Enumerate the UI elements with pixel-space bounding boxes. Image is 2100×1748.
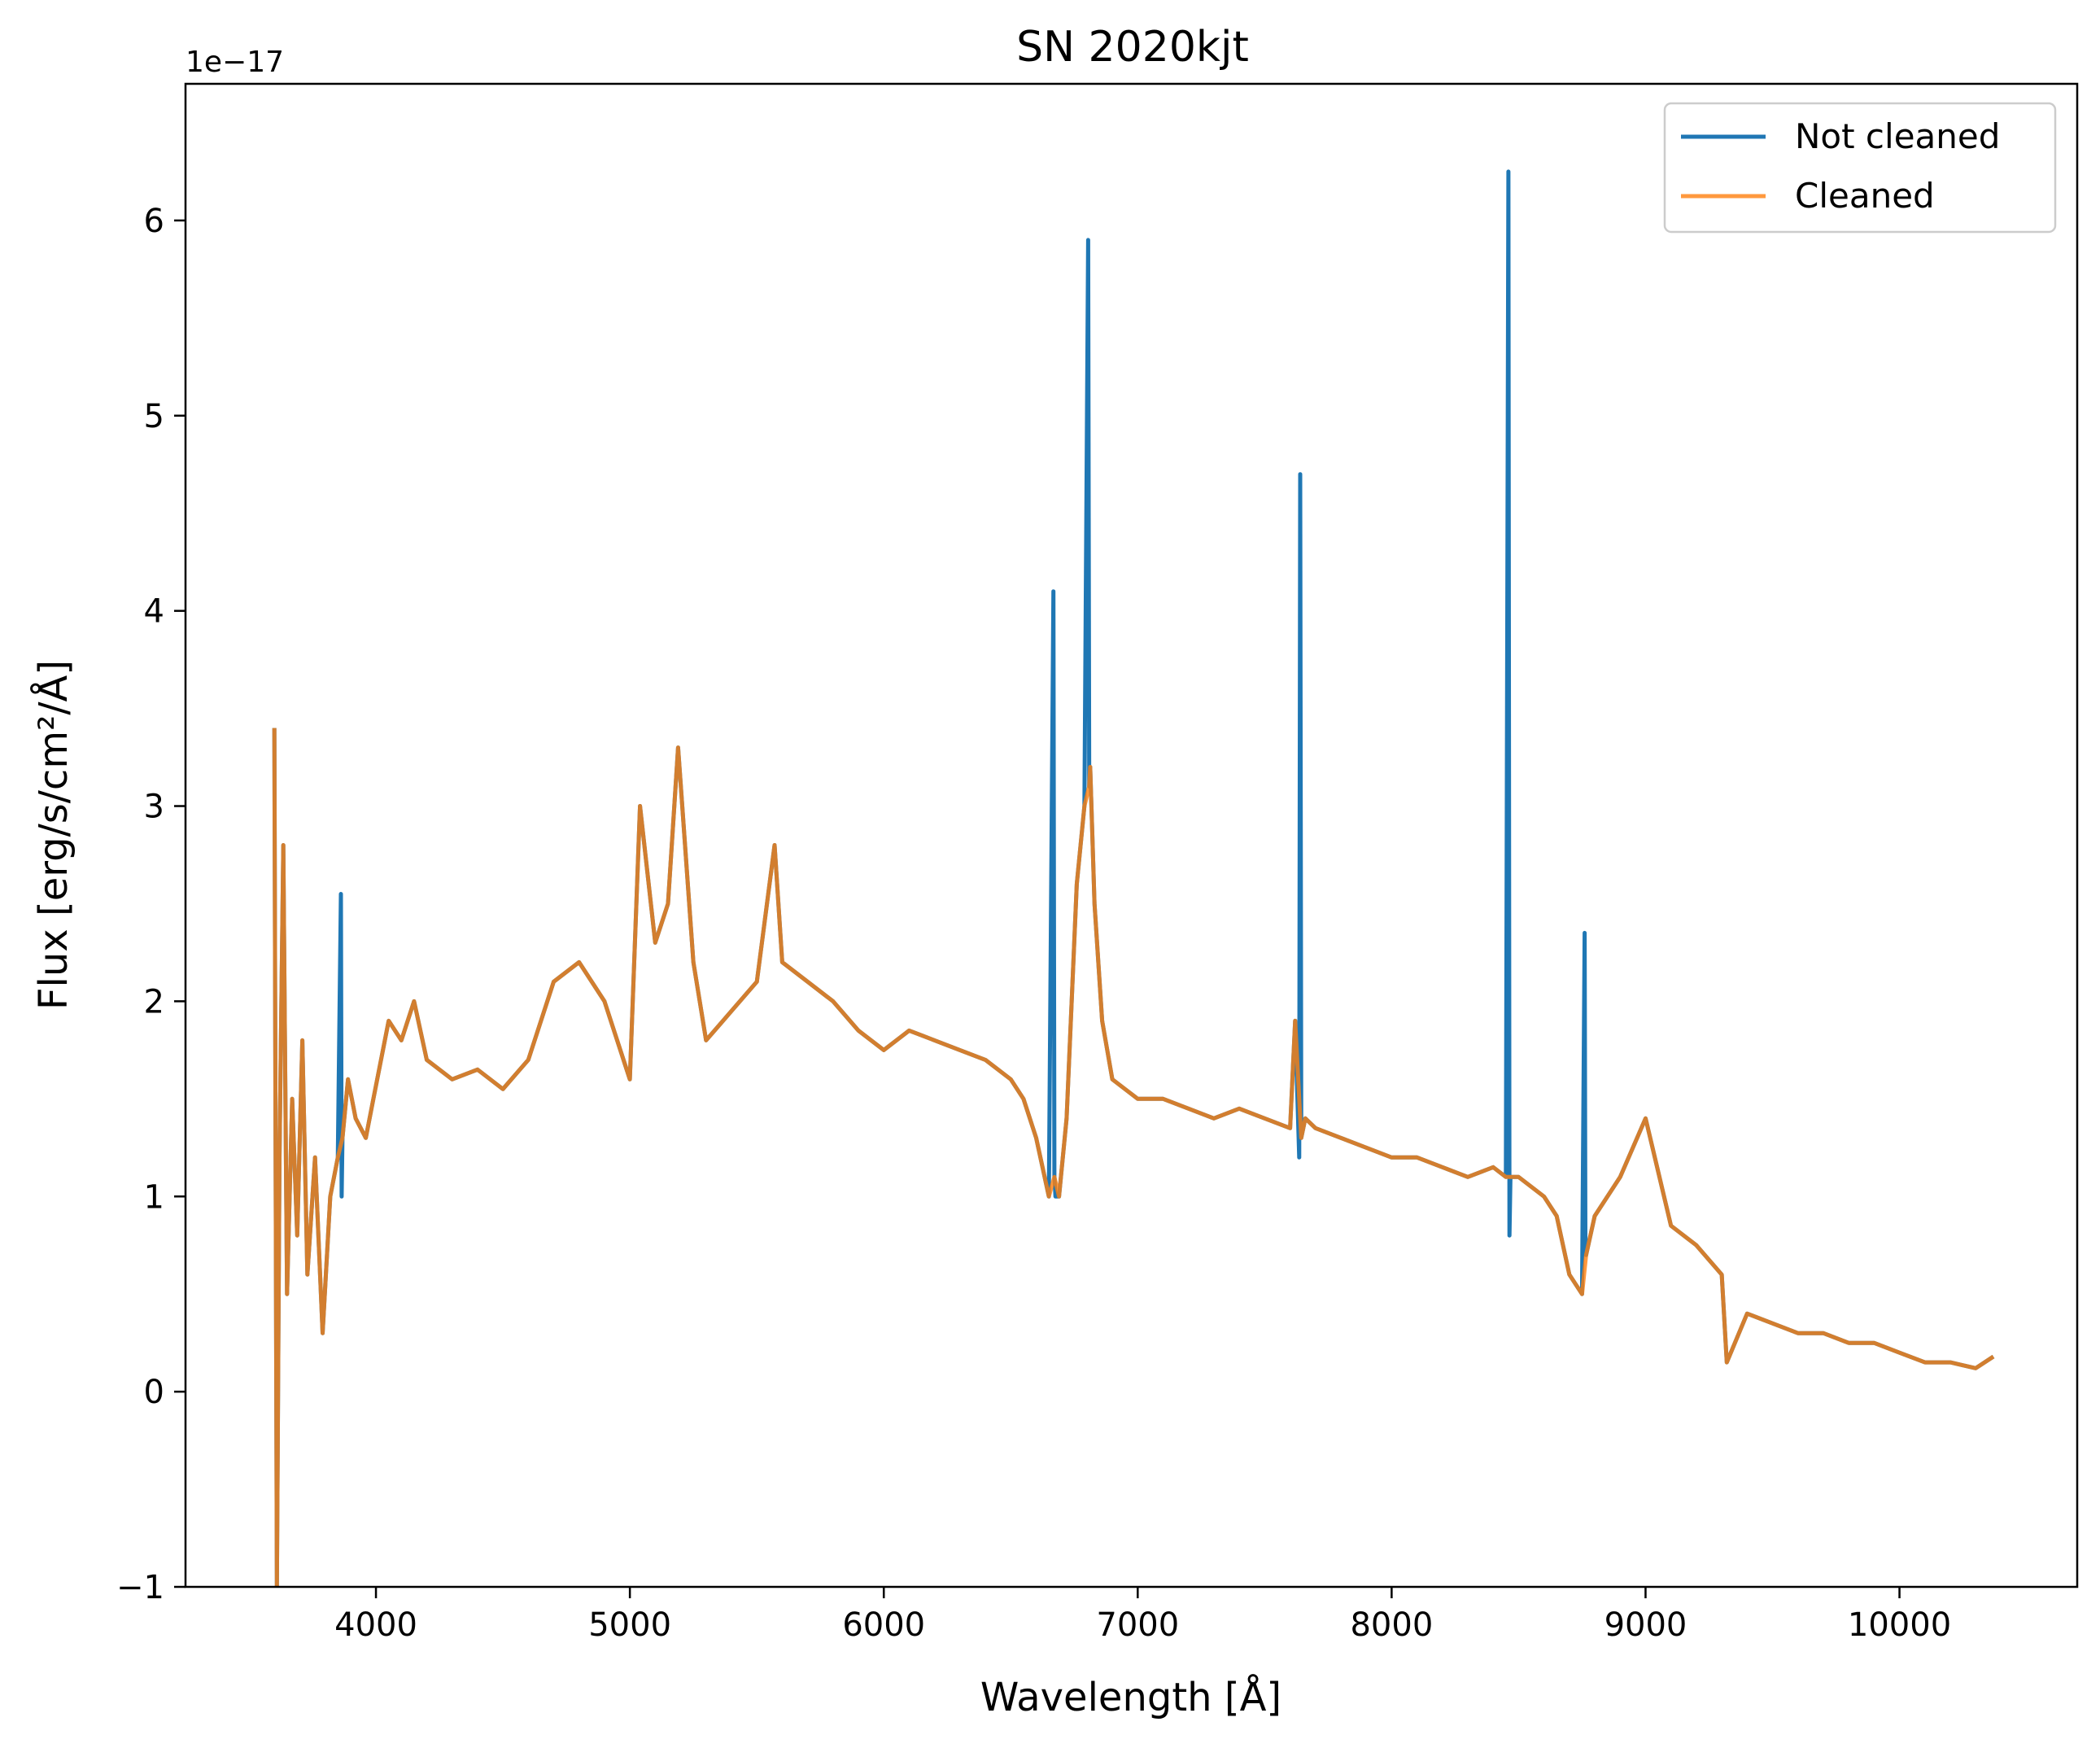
- series-line-cleaned: [272, 728, 1995, 1587]
- x-axis: 4000 5000 6000 7000 8000 9000 10000: [334, 1587, 1951, 1644]
- y-axis-title: Flux [erg/s/cm²/Å]: [30, 660, 76, 1010]
- x-tick-label: 9000: [1604, 1606, 1687, 1644]
- y-tick-label: −1: [116, 1569, 164, 1606]
- y-tick-label: 2: [144, 983, 164, 1020]
- legend-label-cleaned: Cleaned: [1795, 176, 1935, 216]
- y-tick-label: 5: [144, 398, 164, 435]
- x-tick-label: 4000: [334, 1606, 417, 1644]
- legend: Not cleaned Cleaned: [1663, 102, 2057, 234]
- series-layer: [272, 169, 1995, 1587]
- legend-label-not-cleaned: Not cleaned: [1795, 116, 2000, 156]
- x-tick-label: 8000: [1350, 1606, 1433, 1644]
- y-axis: −1 0 1 2 3 4 5 6: [116, 203, 186, 1606]
- plot-frame: [184, 82, 2079, 1588]
- x-tick-label: 7000: [1096, 1606, 1179, 1644]
- y-tick-label: 0: [144, 1374, 164, 1411]
- y-tick-label: 3: [144, 789, 164, 826]
- x-tick-label: 6000: [842, 1606, 925, 1644]
- chart-title: SN 2020kjt: [1016, 23, 1249, 72]
- y-tick-label: 1: [144, 1178, 164, 1216]
- x-tick-label: 5000: [588, 1606, 671, 1644]
- x-tick-label: 10000: [1848, 1606, 1951, 1644]
- y-tick-label: 6: [144, 203, 164, 240]
- plot-area: [184, 82, 2079, 1588]
- y-offset-label: 1e−17: [186, 46, 284, 79]
- x-axis-title: Wavelength [Å]: [980, 1674, 1281, 1720]
- y-tick-label: 4: [144, 593, 164, 631]
